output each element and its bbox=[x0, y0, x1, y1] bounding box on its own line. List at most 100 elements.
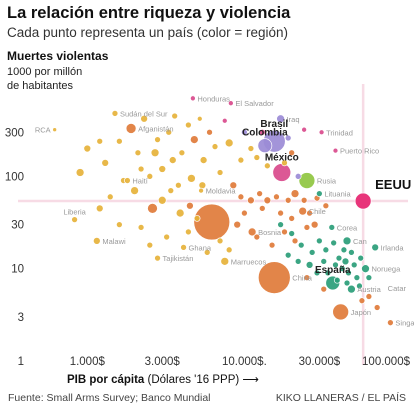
x-axis-ticks: 1.000$ 3.000$ 10.000$. 30.000$ 100.000$ bbox=[70, 356, 411, 368]
data-point bbox=[199, 156, 208, 164]
data-point bbox=[168, 156, 177, 164]
data-point bbox=[341, 257, 350, 266]
data-point bbox=[365, 293, 373, 300]
data-point bbox=[158, 165, 167, 173]
data-point bbox=[196, 115, 203, 122]
data-point bbox=[203, 249, 211, 256]
data-point bbox=[257, 138, 273, 153]
data-point bbox=[316, 190, 323, 197]
data-point bbox=[288, 149, 296, 157]
data-points bbox=[52, 95, 394, 327]
data-point bbox=[96, 137, 104, 145]
data-point bbox=[193, 215, 201, 222]
data-point bbox=[277, 209, 284, 217]
data-point bbox=[354, 192, 372, 210]
data-point bbox=[358, 297, 366, 305]
data-point bbox=[276, 114, 285, 124]
data-point bbox=[294, 258, 302, 265]
data-point bbox=[340, 246, 348, 254]
y-tick-label: 300 bbox=[5, 127, 24, 139]
data-point bbox=[330, 239, 338, 247]
data-point bbox=[186, 201, 194, 210]
country-label: Marruecos bbox=[231, 257, 267, 266]
data-point bbox=[211, 143, 219, 150]
data-point bbox=[233, 220, 242, 229]
data-point bbox=[101, 158, 110, 167]
data-point bbox=[256, 190, 263, 197]
data-point bbox=[237, 193, 245, 201]
country-label: Can bbox=[353, 237, 367, 246]
x-axis-title-bold: PIB por cápita bbox=[67, 374, 145, 386]
data-point bbox=[357, 254, 365, 262]
y-tick-label: 30 bbox=[11, 220, 24, 232]
data-point bbox=[224, 138, 234, 148]
data-point bbox=[313, 269, 321, 277]
x-tick-label: 1.000$ bbox=[70, 356, 106, 368]
data-point bbox=[187, 174, 196, 183]
data-point bbox=[198, 187, 204, 194]
data-point bbox=[373, 304, 381, 311]
country-labels: Honduras El Salvador RCA Afganistán Sudán de… bbox=[35, 94, 414, 327]
data-point bbox=[221, 117, 228, 124]
data-point bbox=[298, 206, 308, 216]
data-point bbox=[300, 196, 308, 204]
data-point bbox=[154, 254, 161, 262]
data-point bbox=[290, 189, 300, 198]
data-point bbox=[258, 128, 266, 136]
data-point bbox=[322, 202, 330, 210]
data-point bbox=[116, 221, 123, 228]
data-point bbox=[332, 147, 339, 154]
country-label: Trinidad bbox=[326, 128, 353, 137]
data-point bbox=[229, 181, 238, 190]
country-label: EEUU bbox=[375, 177, 411, 192]
data-point bbox=[140, 114, 148, 123]
data-point bbox=[247, 227, 257, 237]
data-point bbox=[347, 284, 356, 294]
data-point bbox=[342, 236, 352, 246]
data-point bbox=[335, 254, 343, 262]
data-point bbox=[171, 112, 179, 120]
data-point bbox=[247, 196, 255, 205]
country-label: México bbox=[265, 153, 299, 164]
data-point bbox=[106, 193, 114, 201]
data-point bbox=[134, 149, 142, 157]
data-point bbox=[190, 95, 196, 102]
data-point bbox=[150, 148, 160, 158]
data-point bbox=[333, 276, 341, 284]
country-label: Malawi bbox=[102, 237, 126, 246]
data-point bbox=[154, 136, 161, 143]
country-label: Ghana bbox=[189, 243, 212, 252]
y-tick-label: 3 bbox=[18, 312, 24, 324]
data-point bbox=[257, 261, 291, 294]
data-point bbox=[185, 228, 192, 236]
country-label: Moldavia bbox=[206, 187, 237, 196]
country-label: Noruega bbox=[371, 265, 401, 274]
data-point bbox=[241, 209, 248, 217]
data-point bbox=[303, 224, 311, 231]
data-point bbox=[365, 274, 373, 281]
country-label: Haití bbox=[132, 177, 148, 186]
data-point bbox=[111, 110, 119, 117]
data-point bbox=[247, 145, 255, 152]
country-label: Chile bbox=[309, 207, 326, 216]
y-tick-label: 1 bbox=[18, 356, 24, 368]
country-label: Colombia bbox=[242, 128, 288, 139]
data-point bbox=[348, 249, 355, 256]
chart-subtitle: Cada punto representa un país (color = r… bbox=[7, 25, 289, 40]
country-label: Liberia bbox=[63, 208, 86, 217]
data-point bbox=[291, 237, 299, 245]
source-note: Fuente: Small Arms Survey; Banco Mundial bbox=[8, 392, 211, 404]
data-point bbox=[356, 282, 363, 290]
data-point bbox=[241, 128, 248, 136]
data-point bbox=[216, 237, 224, 245]
country-label: España bbox=[315, 265, 351, 276]
y-axis-ticks: 1 3 10 30 100 300 bbox=[5, 127, 24, 368]
data-point bbox=[306, 209, 313, 217]
x-tick-label: 3.000$ bbox=[145, 356, 181, 368]
data-point bbox=[284, 134, 292, 142]
data-point bbox=[371, 243, 380, 252]
country-label: RCA bbox=[35, 126, 51, 135]
country-label: Catar bbox=[388, 284, 407, 293]
data-point bbox=[353, 274, 361, 281]
